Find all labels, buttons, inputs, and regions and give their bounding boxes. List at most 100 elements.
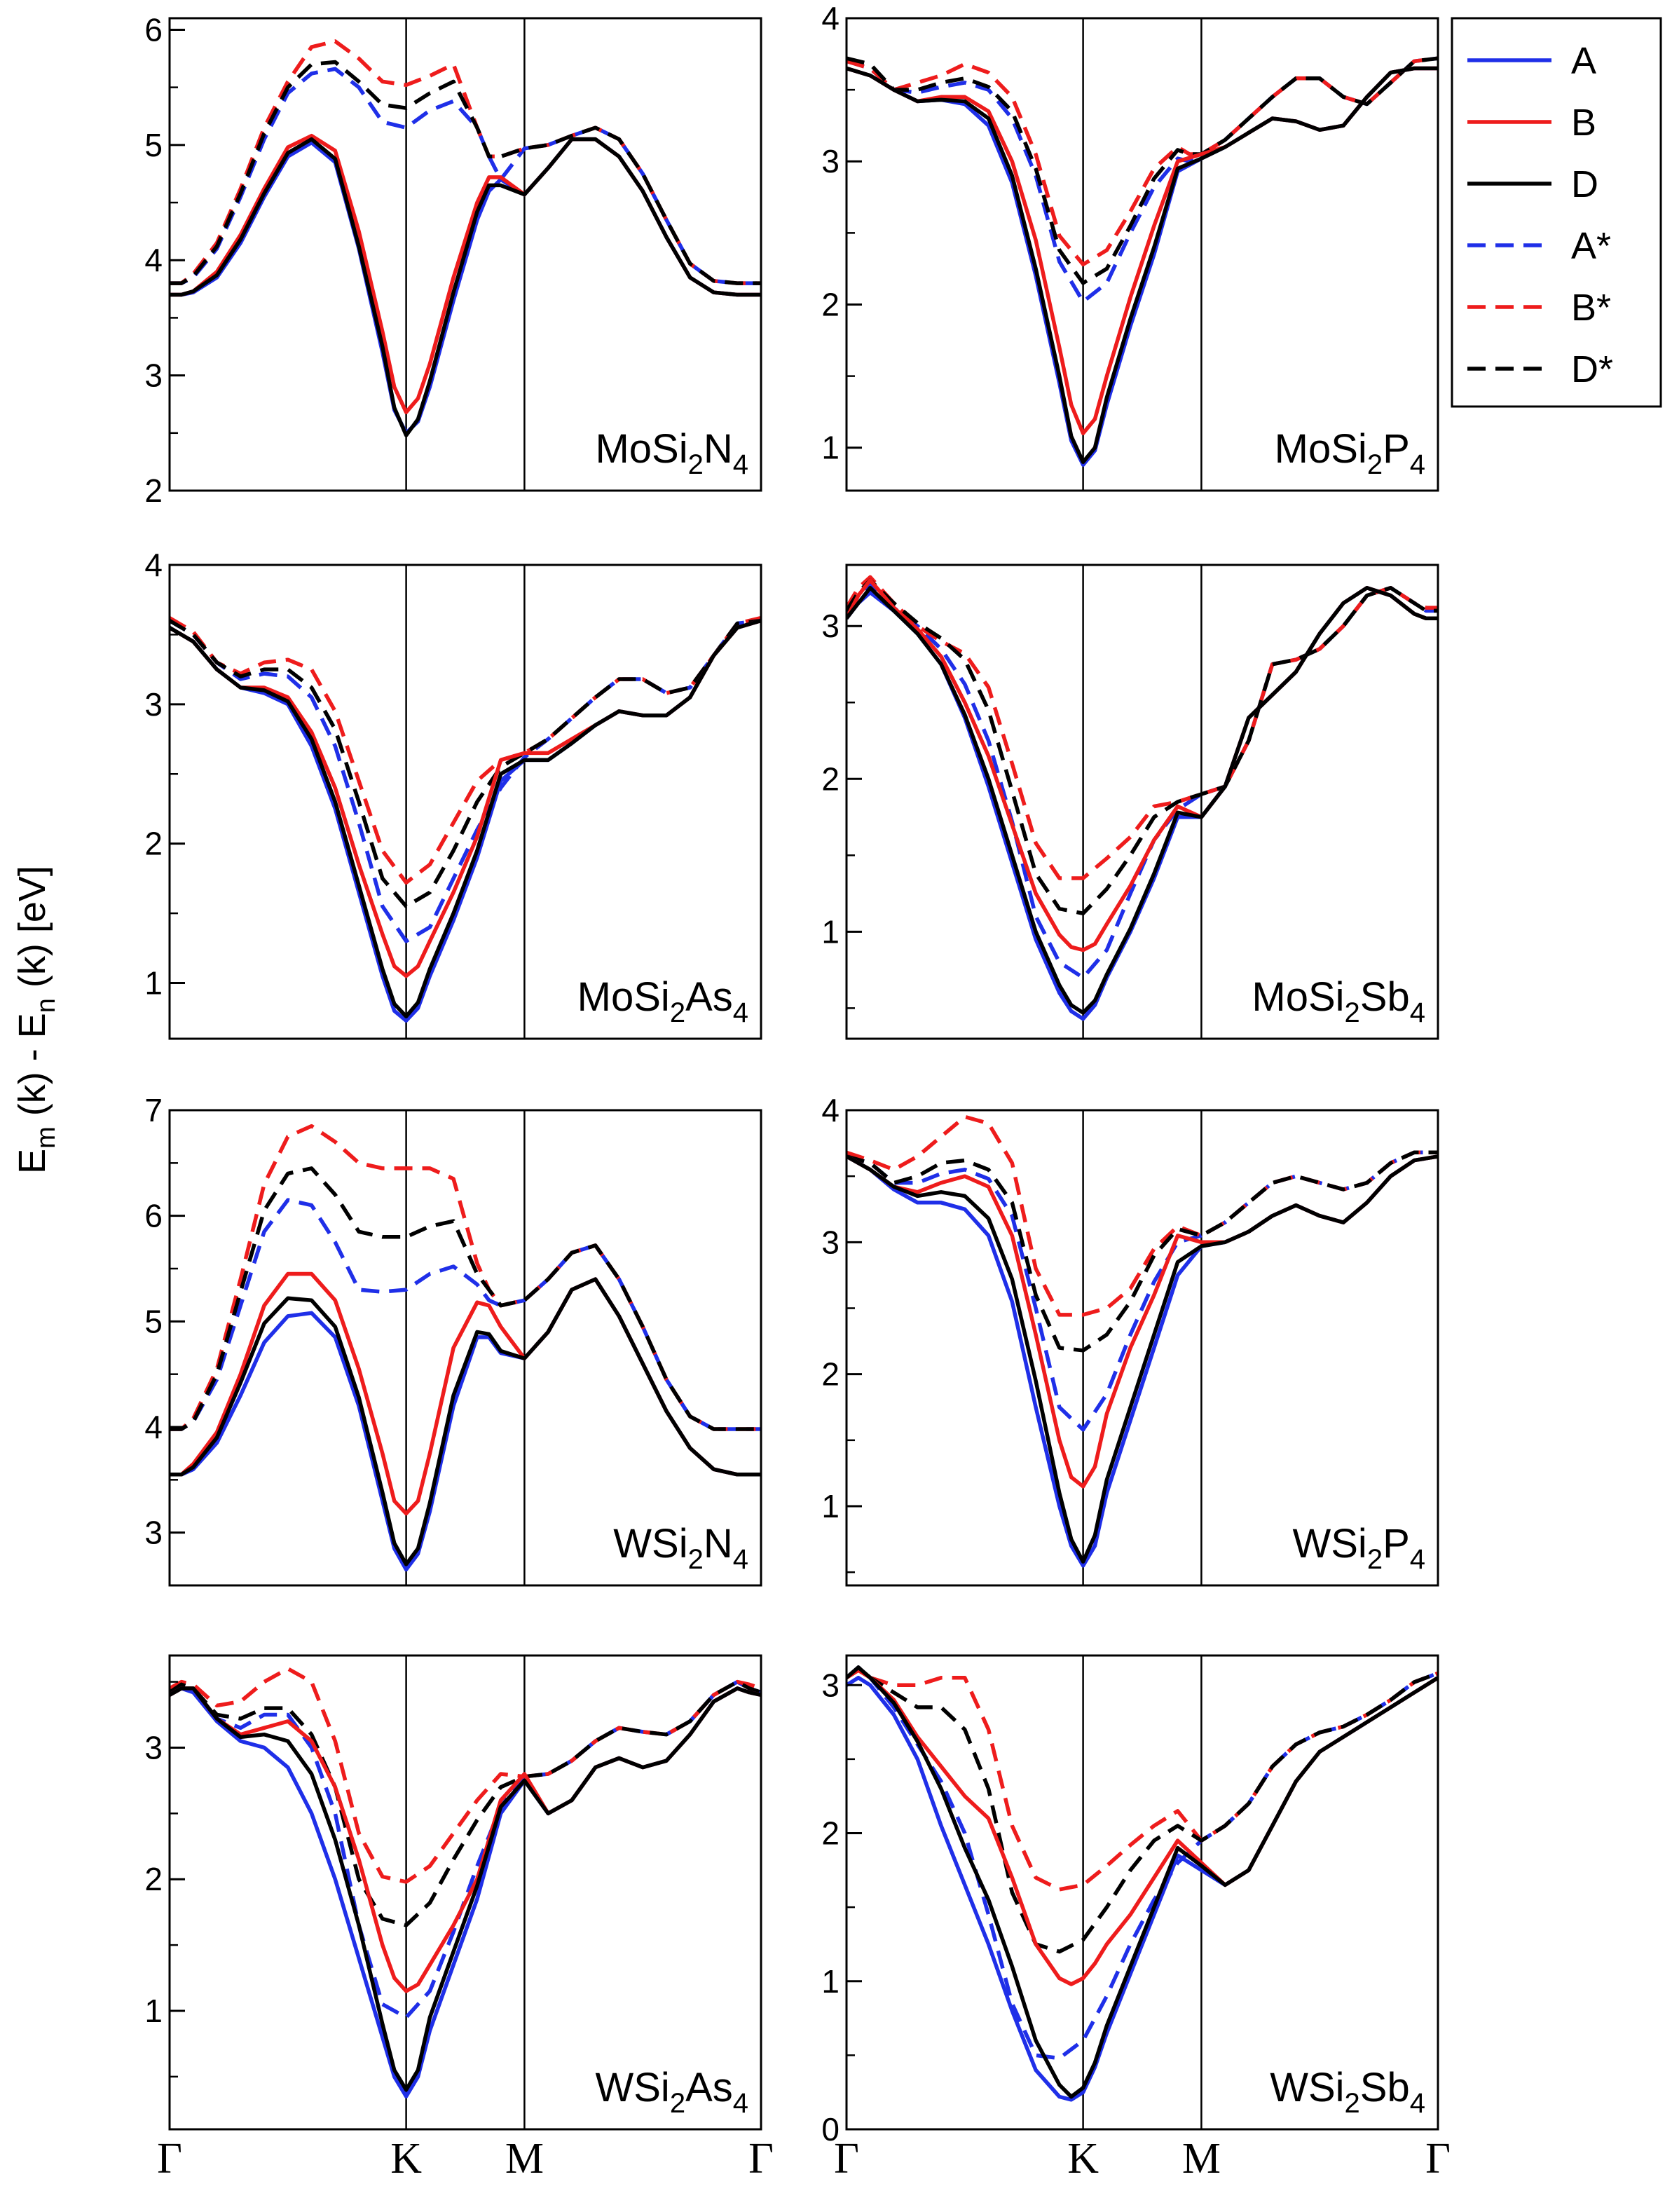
legend-label: D — [1571, 163, 1598, 205]
panel-label-text: MoSi — [577, 974, 670, 1020]
y-tick-label: 2 — [821, 1356, 840, 1393]
y-tick-label: 4 — [821, 0, 840, 36]
x-tick-label: Γ — [834, 2135, 859, 2183]
y-tick-label: 3 — [144, 1515, 163, 1551]
series-line-b — [847, 66, 1438, 436]
panel-label-subscript: 4 — [733, 2088, 748, 2119]
panel-label-text: N — [704, 1521, 733, 1566]
y-tick-label: 2 — [144, 1861, 163, 1897]
legend-label: B — [1571, 102, 1596, 144]
panel-label-subscript: 2 — [688, 449, 704, 480]
y-tick-label: 2 — [144, 472, 163, 509]
panel-label-text: P — [1383, 1521, 1410, 1566]
panel-label-text: Sb — [1360, 974, 1410, 1020]
series-group — [847, 1665, 1438, 2102]
series-line-a-star — [847, 1665, 1438, 2061]
series-line-b-star — [170, 39, 761, 285]
panel-label-text: WSi — [613, 1521, 687, 1566]
y-tick-label: 4 — [144, 547, 163, 583]
series-line-d — [170, 1686, 761, 2092]
panel-label-text: MoSi — [1275, 426, 1367, 472]
y-tick-label: 1 — [144, 964, 163, 1001]
x-tick-label: M — [1182, 2135, 1221, 2183]
legend-label: A* — [1571, 225, 1611, 267]
series-line-b — [847, 1154, 1438, 1489]
series-line-a-star — [170, 618, 761, 943]
panel-label-text: WSi — [1292, 1521, 1366, 1566]
panel-label-text: WSi — [595, 2065, 669, 2110]
y-tick-label: 4 — [144, 242, 163, 278]
panel-label: MoSi2N4 — [595, 426, 748, 480]
ylabel-sub-m: m — [32, 1126, 61, 1149]
y-tick-label: 6 — [144, 11, 163, 48]
series-line-d — [170, 1277, 761, 1566]
panel-frame — [845, 1109, 1439, 1587]
y-tick-label: 5 — [144, 127, 163, 163]
legend-label: A — [1571, 40, 1596, 82]
series-line-d-star — [847, 1665, 1438, 1954]
y-tick-label: 0 — [821, 2111, 840, 2148]
panel-label: WSi2As4 — [595, 2065, 748, 2119]
panel-label: WSi2P4 — [1292, 1521, 1425, 1575]
y-tick-label: 1 — [821, 430, 840, 466]
y-tick-label: 2 — [821, 286, 840, 322]
series-line-d — [847, 585, 1438, 1015]
panel-0: 2 3 4 5 6 MoSi2N4 — [144, 11, 762, 509]
legend-label: D* — [1571, 348, 1613, 390]
series-line-d — [847, 1154, 1438, 1564]
panel-frame — [845, 17, 1439, 492]
panel-label-text: MoSi — [595, 426, 687, 472]
panel-label-text: As — [685, 974, 733, 1020]
panel-label-subscript: 2 — [1367, 449, 1383, 480]
panel-label-subscript: 2 — [1345, 2088, 1360, 2119]
series-line-a-star — [847, 581, 1438, 980]
panel-label-subscript: 2 — [1345, 997, 1360, 1028]
series-line-a — [170, 618, 761, 1023]
x-tick-label: K — [1067, 2135, 1099, 2183]
panel-frame — [168, 1109, 762, 1587]
panel-frame — [845, 1654, 1439, 2131]
y-tick-label: 5 — [144, 1303, 163, 1339]
series-line-d — [847, 66, 1438, 464]
y-tick-label: 1 — [821, 1488, 840, 1524]
series-group — [170, 615, 761, 1023]
panel-label-text: Sb — [1360, 2065, 1410, 2110]
x-tick-label: Γ — [748, 2135, 774, 2183]
panel-label: WSi2N4 — [613, 1521, 748, 1575]
y-tick-label: 3 — [144, 1729, 163, 1766]
series-line-a-star — [847, 56, 1438, 304]
panel-label-subscript: 4 — [1410, 997, 1425, 1028]
series-group — [170, 39, 761, 437]
panel-label-subscript: 2 — [670, 997, 685, 1028]
x-tick-label: Γ — [157, 2135, 182, 2183]
series-line-b-star — [847, 56, 1438, 267]
panel-frame — [168, 1654, 762, 2131]
panel-label-text: N — [704, 426, 733, 472]
series-line-a — [170, 137, 761, 435]
panel-label: MoSi2As4 — [577, 974, 748, 1028]
series-line-d-star — [847, 56, 1438, 285]
panel-frame — [845, 564, 1439, 1040]
panel-label: MoSi2P4 — [1275, 426, 1425, 480]
series-line-d-star — [847, 1150, 1438, 1353]
y-tick-label: 3 — [144, 357, 163, 394]
series-line-a — [847, 1675, 1438, 2102]
legend-box — [1451, 17, 1662, 408]
series-line-b-star — [847, 1668, 1438, 1892]
panel-label-subscript: 2 — [670, 2088, 685, 2119]
ylabel-k2: (k) [eV] — [11, 866, 53, 998]
x-tick-label: K — [390, 2135, 422, 2183]
y-tick-label: 7 — [144, 1092, 163, 1128]
series-line-d — [170, 137, 761, 437]
ylabel-sub-n: n — [32, 998, 61, 1013]
y-tick-label: 2 — [821, 1815, 840, 1852]
series-group — [170, 1667, 761, 2098]
ylabel-k1: (k) - E — [11, 1013, 53, 1126]
y-tick-label: 3 — [821, 143, 840, 179]
